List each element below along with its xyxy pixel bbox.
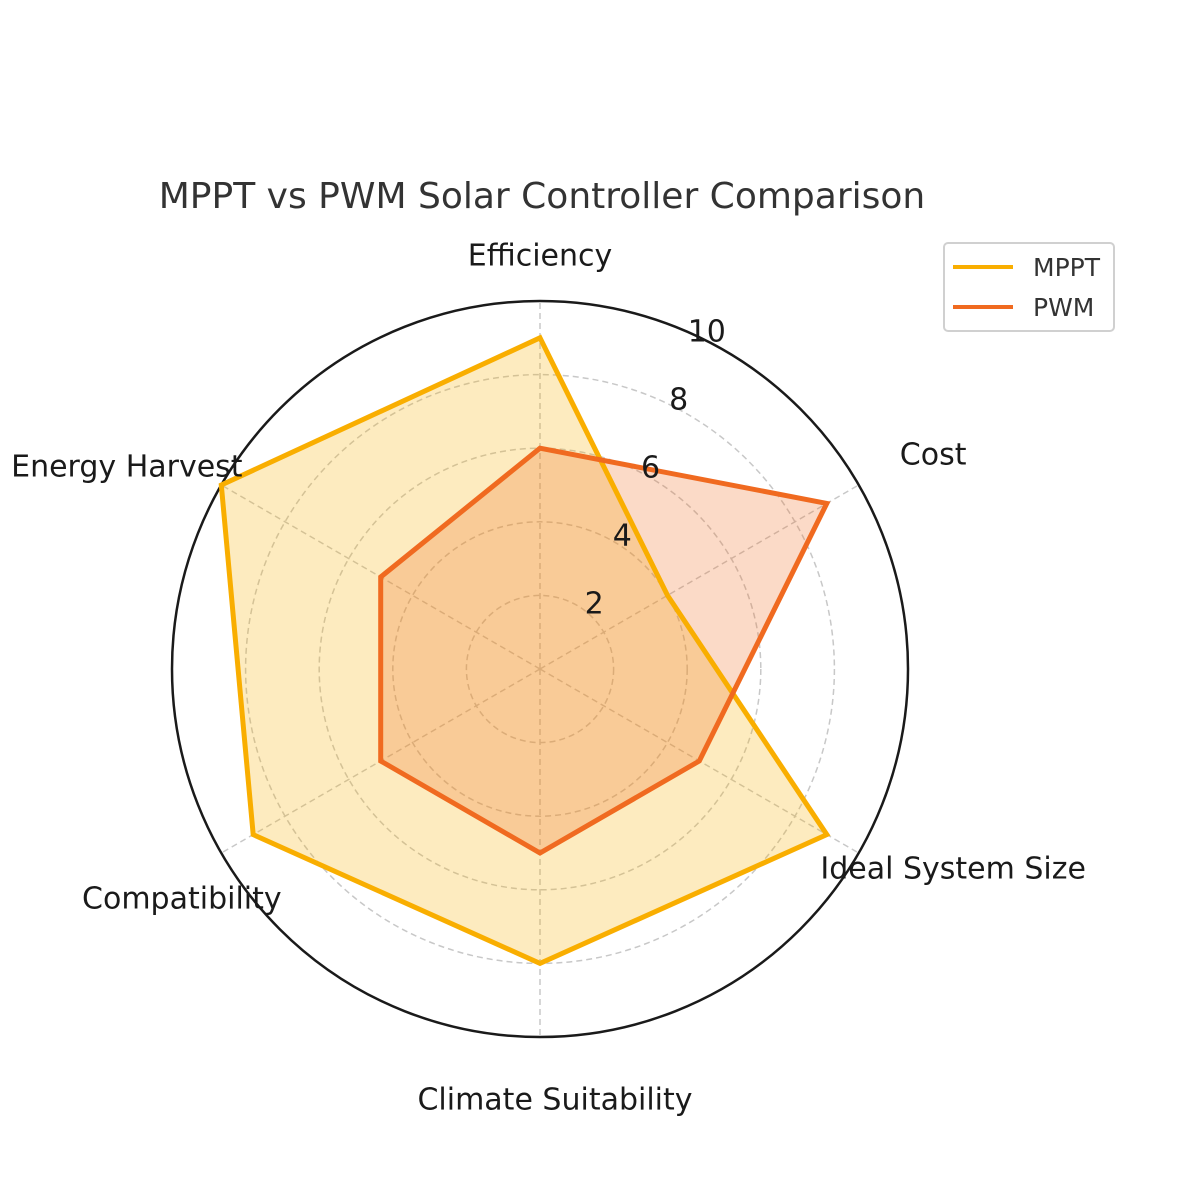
- legend-swatch-mppt: [953, 265, 1013, 269]
- polar-frame: [170, 299, 910, 1039]
- series-line-pwm: [378, 445, 831, 856]
- category-label-1: Cost: [900, 438, 967, 473]
- r-tick-label-6: 6: [641, 451, 660, 486]
- legend-swatch-pwm: [953, 305, 1013, 309]
- r-tick-label-10: 10: [688, 315, 726, 350]
- legend: MPPT PWM: [943, 242, 1115, 332]
- category-label-2: Ideal System Size: [820, 852, 1086, 887]
- legend-item-mppt[interactable]: MPPT: [953, 252, 1100, 282]
- r-tick-label-4: 4: [613, 519, 632, 554]
- chart-title: MPPT vs PWM Solar Controller Comparison: [158, 176, 926, 217]
- category-label-4: Compatibility: [82, 882, 282, 917]
- series-fill-mppt: [221, 337, 827, 964]
- category-label-5: Energy Harvest: [11, 450, 243, 485]
- series-line-mppt: [218, 334, 831, 967]
- legend-label-pwm: PWM: [1033, 292, 1095, 322]
- grid-spoke-1: [539, 484, 860, 670]
- category-label-0: Efficiency: [468, 239, 613, 274]
- r-tick-label-8: 8: [669, 383, 688, 418]
- series-layer: [218, 334, 831, 967]
- grid-circle-4: [392, 521, 688, 817]
- legend-label-mppt: MPPT: [1033, 252, 1100, 282]
- legend-item-pwm[interactable]: PWM: [953, 292, 1094, 322]
- r-tick-label-2: 2: [585, 587, 604, 622]
- series-fill-pwm: [380, 448, 827, 853]
- category-label-3: Climate Suitability: [417, 1083, 692, 1118]
